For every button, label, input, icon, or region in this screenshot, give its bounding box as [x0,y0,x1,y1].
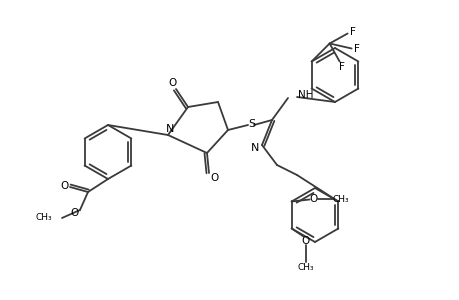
Text: CH₃: CH₃ [297,263,313,272]
Text: O: O [309,194,317,203]
Text: O: O [71,208,79,218]
Text: N: N [165,124,174,134]
Text: F: F [338,61,344,71]
Text: CH₃: CH₃ [331,195,348,204]
Text: O: O [301,236,309,245]
Text: N: N [250,143,258,153]
Text: O: O [210,173,218,183]
Text: S: S [248,119,255,129]
Text: CH₃: CH₃ [35,214,52,223]
Text: O: O [61,181,69,191]
Text: F: F [353,44,359,53]
Text: O: O [168,78,177,88]
Text: F: F [349,26,355,37]
Text: NH: NH [297,90,313,100]
